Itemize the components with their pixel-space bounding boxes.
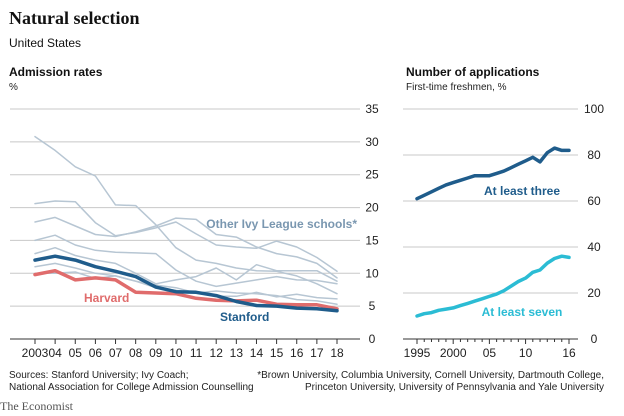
y-tick-label: 0: [369, 332, 376, 346]
y-tick-label: 5: [369, 299, 376, 313]
x-tick-label: 14: [250, 346, 264, 360]
x-tick-label: 05: [69, 346, 83, 360]
x-tick-label: 1995: [404, 346, 431, 360]
ivy-label: Other Ivy League schools*: [206, 217, 357, 231]
x-tick-label: 08: [129, 346, 143, 360]
footnote-ivy-list: *Brown University, Columbia University, …: [257, 370, 604, 394]
right-panel-title: Number of applications: [406, 65, 540, 79]
at-least-seven-label: At least seven: [482, 305, 563, 319]
x-tick-label: 15: [270, 346, 284, 360]
y-tick-label: 80: [587, 148, 601, 162]
brand-logo: The Economist: [0, 399, 73, 413]
y-tick-label: 15: [365, 233, 379, 247]
x-tick-label: 04: [48, 346, 62, 360]
ivy-series-line: [34, 135, 338, 295]
x-tick-label: 2003: [22, 346, 49, 360]
x-tick-label: 17: [310, 346, 324, 360]
stanford-series-line: [33, 254, 339, 313]
x-tick-label: 11: [190, 346, 203, 360]
x-tick-label: 12: [210, 346, 224, 360]
y-tick-label: 0: [591, 332, 598, 346]
y-tick-label: 35: [365, 102, 379, 116]
x-tick-label: 05: [483, 346, 497, 360]
ivy-series-line: [34, 216, 338, 279]
ivy-series-line: [34, 234, 338, 288]
sources-note: Sources: Stanford University; Ivy Coach;…: [9, 370, 254, 394]
y-tick-label: 25: [365, 168, 379, 182]
left-panel-unit: %: [9, 82, 18, 93]
x-tick-label: 18: [330, 346, 344, 360]
sources-line-1: Sources: Stanford University; Ivy Coach;: [9, 370, 189, 381]
ivy-series-line: [34, 246, 338, 285]
x-tick-label: 16: [562, 346, 576, 360]
y-tick-label: 30: [365, 135, 379, 149]
chart-subtitle: United States: [9, 36, 82, 50]
y-tick-label: 10: [365, 266, 379, 280]
x-tick-label: 06: [89, 346, 103, 360]
ivy-series-line: [34, 200, 338, 273]
at-least-three-series-line: [415, 146, 571, 201]
y-tick-label: 20: [587, 286, 601, 300]
left-panel-title: Admission rates: [9, 65, 103, 79]
footnote-line-1: *Brown University, Columbia University, …: [257, 370, 604, 381]
harvard-label: Harvard: [84, 291, 129, 305]
x-tick-label: 2000: [440, 346, 467, 360]
applications-chart: 0 20 40 60 80 100 1995 2000 05 10 16 At least three…: [403, 102, 604, 360]
stanford-label: Stanford: [220, 310, 269, 324]
ivy-series-line: [34, 262, 338, 305]
at-least-seven-series-line: [415, 254, 571, 318]
footnote-line-2: Princeton University, University of Penn…: [304, 382, 604, 393]
x-tick-label: 10: [169, 346, 183, 360]
y-tick-label: 20: [365, 201, 379, 215]
y-tick-label: 40: [587, 240, 601, 254]
y-tick-label: 60: [587, 194, 601, 208]
x-tick-label: 07: [109, 346, 123, 360]
right-panel-unit: First-time freshmen, %: [406, 82, 507, 93]
x-tick-label: 09: [149, 346, 163, 360]
sources-line-2: National Association for College Admissi…: [9, 382, 254, 393]
x-tick-label: 13: [230, 346, 244, 360]
y-tick-label: 100: [584, 102, 604, 116]
x-tick-label: 10: [519, 346, 533, 360]
at-least-three-label: At least three: [484, 184, 560, 198]
harvard-series-line: [33, 268, 339, 311]
chart-title: Natural selection: [9, 8, 140, 28]
x-tick-label: 16: [290, 346, 304, 360]
